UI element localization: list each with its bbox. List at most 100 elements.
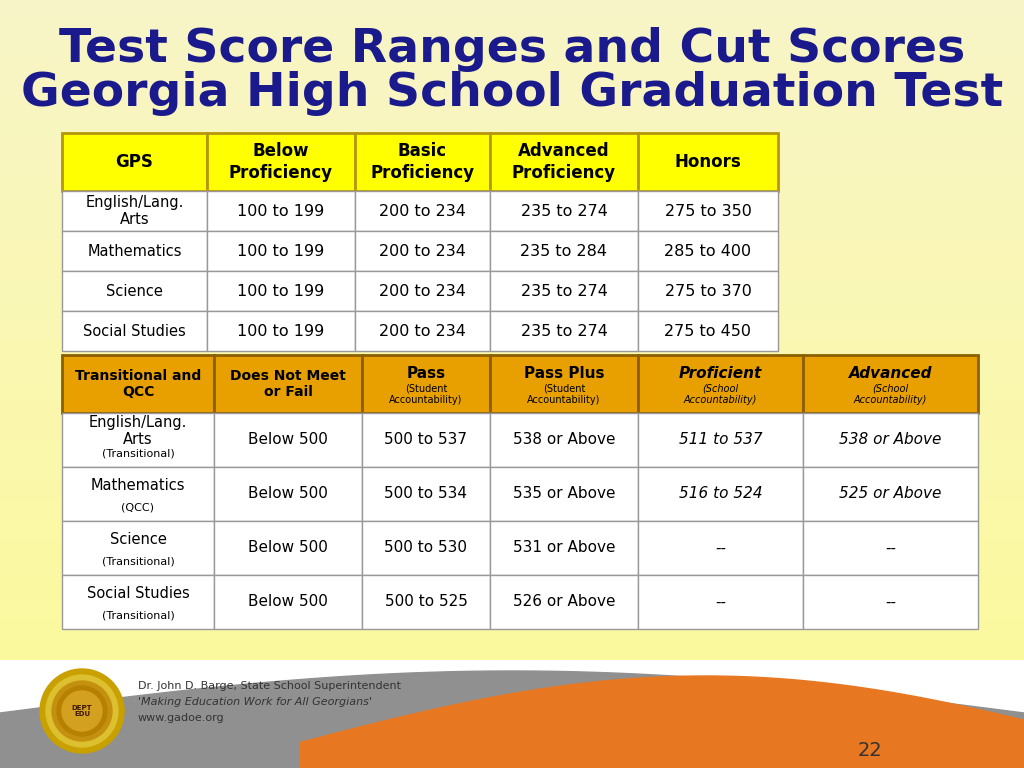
FancyBboxPatch shape xyxy=(62,231,207,271)
FancyBboxPatch shape xyxy=(638,575,803,629)
FancyBboxPatch shape xyxy=(0,220,1024,240)
Text: 500 to 537: 500 to 537 xyxy=(384,432,468,448)
FancyBboxPatch shape xyxy=(0,180,1024,200)
Text: 'Making Education Work for All Georgians': 'Making Education Work for All Georgians… xyxy=(138,697,372,707)
FancyBboxPatch shape xyxy=(62,521,214,575)
FancyBboxPatch shape xyxy=(0,460,1024,480)
FancyBboxPatch shape xyxy=(355,271,490,311)
Text: --: -- xyxy=(715,594,726,610)
FancyBboxPatch shape xyxy=(803,575,978,629)
Text: --: -- xyxy=(885,541,896,555)
Text: 235 to 284: 235 to 284 xyxy=(520,243,607,259)
FancyBboxPatch shape xyxy=(0,300,1024,320)
Text: 100 to 199: 100 to 199 xyxy=(238,204,325,219)
Text: 538 or Above: 538 or Above xyxy=(513,432,615,448)
Text: DEPT
EDU: DEPT EDU xyxy=(72,704,92,717)
FancyBboxPatch shape xyxy=(0,340,1024,360)
Text: Georgia High School Graduation Test: Georgia High School Graduation Test xyxy=(20,71,1004,115)
Text: Advanced
Proficiency: Advanced Proficiency xyxy=(512,142,616,182)
FancyBboxPatch shape xyxy=(0,60,1024,80)
FancyBboxPatch shape xyxy=(214,521,362,575)
FancyBboxPatch shape xyxy=(0,660,1024,768)
Text: 538 or Above: 538 or Above xyxy=(840,432,942,448)
FancyBboxPatch shape xyxy=(0,140,1024,160)
Circle shape xyxy=(46,675,118,747)
Text: www.gadoe.org: www.gadoe.org xyxy=(138,713,224,723)
Text: 235 to 274: 235 to 274 xyxy=(520,323,607,339)
Text: (School
Accountability): (School Accountability) xyxy=(854,383,927,405)
FancyBboxPatch shape xyxy=(0,40,1024,60)
Text: (Transitional): (Transitional) xyxy=(101,449,174,459)
Text: 100 to 199: 100 to 199 xyxy=(238,283,325,299)
FancyBboxPatch shape xyxy=(62,355,214,413)
FancyBboxPatch shape xyxy=(362,521,490,575)
Text: 516 to 524: 516 to 524 xyxy=(679,486,762,502)
FancyBboxPatch shape xyxy=(355,133,490,191)
Text: Science: Science xyxy=(106,283,163,299)
FancyBboxPatch shape xyxy=(638,467,803,521)
Text: Below
Proficiency: Below Proficiency xyxy=(229,142,333,182)
FancyBboxPatch shape xyxy=(0,640,1024,660)
FancyBboxPatch shape xyxy=(62,191,207,231)
Circle shape xyxy=(57,686,106,736)
FancyBboxPatch shape xyxy=(0,160,1024,180)
Text: 535 or Above: 535 or Above xyxy=(513,486,615,502)
Polygon shape xyxy=(300,676,1024,768)
FancyBboxPatch shape xyxy=(638,191,778,231)
Text: 200 to 234: 200 to 234 xyxy=(379,243,466,259)
Text: Proficient: Proficient xyxy=(679,366,762,382)
FancyBboxPatch shape xyxy=(0,280,1024,300)
Text: 275 to 450: 275 to 450 xyxy=(665,323,752,339)
FancyBboxPatch shape xyxy=(0,500,1024,520)
Text: (Student
Accountability): (Student Accountability) xyxy=(389,383,463,405)
FancyBboxPatch shape xyxy=(0,560,1024,580)
FancyBboxPatch shape xyxy=(62,467,214,521)
FancyBboxPatch shape xyxy=(490,311,638,351)
Text: Pass Plus: Pass Plus xyxy=(523,366,604,382)
Text: 235 to 274: 235 to 274 xyxy=(520,204,607,219)
FancyBboxPatch shape xyxy=(490,355,638,413)
Text: (Student
Accountability): (Student Accountability) xyxy=(527,383,601,405)
FancyBboxPatch shape xyxy=(490,271,638,311)
Text: 285 to 400: 285 to 400 xyxy=(665,243,752,259)
Text: 100 to 199: 100 to 199 xyxy=(238,323,325,339)
FancyBboxPatch shape xyxy=(207,133,355,191)
FancyBboxPatch shape xyxy=(0,20,1024,40)
Text: 200 to 234: 200 to 234 xyxy=(379,283,466,299)
FancyBboxPatch shape xyxy=(0,440,1024,460)
FancyBboxPatch shape xyxy=(803,355,978,413)
Text: Below 500: Below 500 xyxy=(248,486,328,502)
FancyBboxPatch shape xyxy=(0,720,1024,740)
FancyBboxPatch shape xyxy=(355,231,490,271)
FancyBboxPatch shape xyxy=(803,521,978,575)
FancyBboxPatch shape xyxy=(0,400,1024,420)
Text: Does Not Meet
or Fail: Does Not Meet or Fail xyxy=(230,369,346,399)
FancyBboxPatch shape xyxy=(638,355,803,413)
Text: 275 to 370: 275 to 370 xyxy=(665,283,752,299)
FancyBboxPatch shape xyxy=(0,120,1024,140)
FancyBboxPatch shape xyxy=(62,271,207,311)
FancyBboxPatch shape xyxy=(207,231,355,271)
Text: (QCC): (QCC) xyxy=(122,503,155,513)
FancyBboxPatch shape xyxy=(638,413,803,467)
Text: Social Studies: Social Studies xyxy=(87,585,189,601)
Polygon shape xyxy=(0,671,1024,768)
Text: (Transitional): (Transitional) xyxy=(101,611,174,621)
Text: Pass: Pass xyxy=(407,366,445,382)
Text: 235 to 274: 235 to 274 xyxy=(520,283,607,299)
FancyBboxPatch shape xyxy=(355,191,490,231)
FancyBboxPatch shape xyxy=(362,467,490,521)
FancyBboxPatch shape xyxy=(803,467,978,521)
Text: GPS: GPS xyxy=(116,153,154,171)
Text: 526 or Above: 526 or Above xyxy=(513,594,615,610)
FancyBboxPatch shape xyxy=(490,521,638,575)
Text: 500 to 530: 500 to 530 xyxy=(384,541,468,555)
Text: 525 or Above: 525 or Above xyxy=(840,486,942,502)
FancyBboxPatch shape xyxy=(0,520,1024,540)
Text: 200 to 234: 200 to 234 xyxy=(379,323,466,339)
Text: 275 to 350: 275 to 350 xyxy=(665,204,752,219)
Text: --: -- xyxy=(885,594,896,610)
Text: --: -- xyxy=(715,541,726,555)
FancyBboxPatch shape xyxy=(362,575,490,629)
Text: Dr. John D. Barge, State School Superintendent: Dr. John D. Barge, State School Superint… xyxy=(138,681,401,691)
